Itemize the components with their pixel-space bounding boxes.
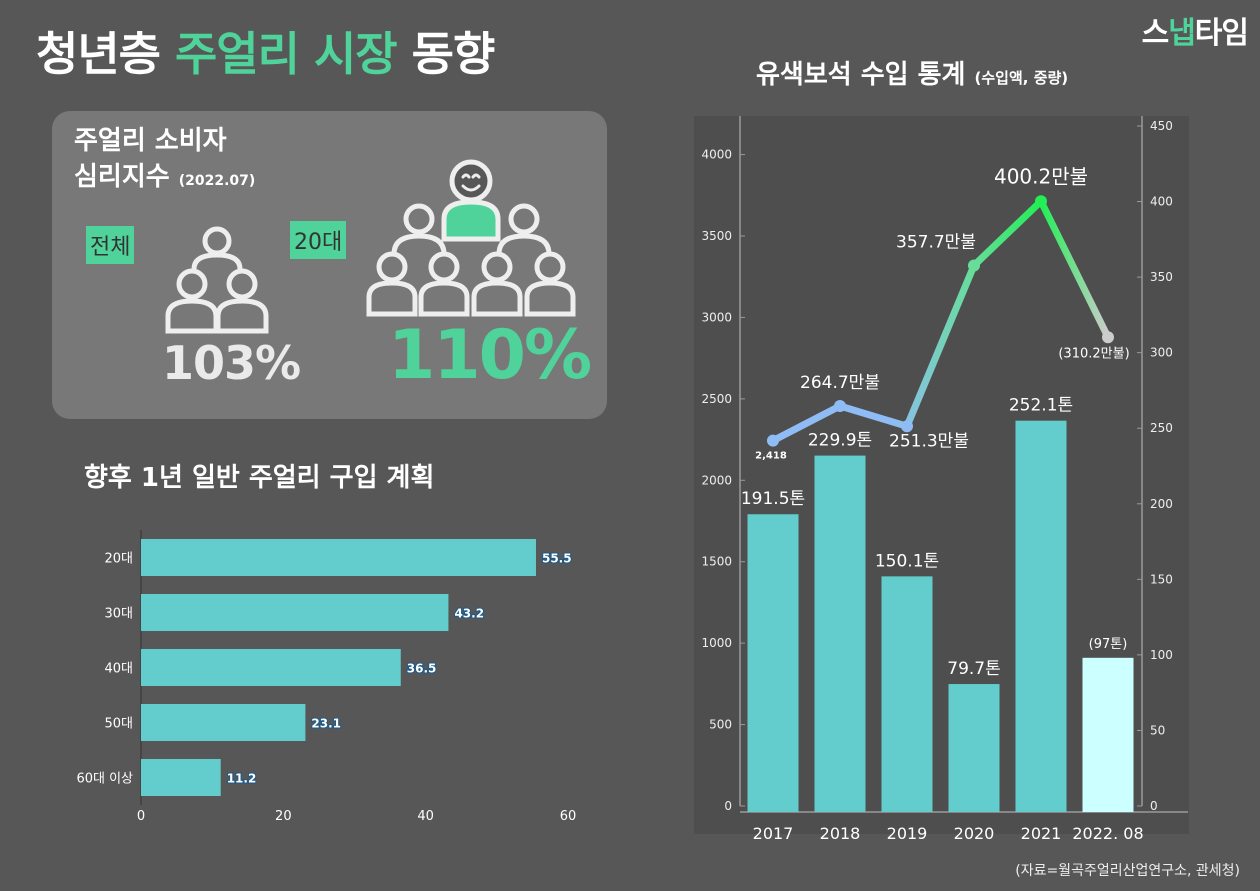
x-tick-label: 2021 [1021,824,1062,843]
x-tick-label: 60 [560,809,577,824]
x-tick-label: 0 [137,809,145,824]
category-label: 60대 이상 [76,772,133,787]
right-tick-label: 300 [1150,346,1173,360]
bar-value-label: 55.5 [542,552,572,566]
import-value-line [769,197,1112,445]
x-tick-label: 2020 [954,824,995,843]
weight-bar-label: 79.7톤 [947,659,1001,679]
weight-bar-label: (97톤) [1089,637,1128,652]
right-tick-label: 100 [1150,648,1173,662]
x-tick-label: 40 [417,809,434,824]
import-value-point [901,420,913,433]
category-label: 20대 [104,552,133,567]
group-of-three-icon [165,226,269,334]
category-label: 50대 [104,717,133,732]
title-highlight: 주얼리 시장 [174,27,398,81]
bar-value-label: 43.2 [454,607,484,621]
twenties-index-value: 110% [388,316,592,395]
import-value-label: 357.7만불 [896,232,976,252]
x-tick-label: 20 [275,809,292,824]
sentiment-panel: 주얼리 소비자 심리지수 (2022.07) 전체 20대 [52,111,607,419]
weight-bar [1015,420,1067,812]
bar-value-label: 11.2 [227,772,257,786]
bar [141,759,221,796]
weight-bar [948,684,1000,812]
import-value-label: 400.2만불 [994,164,1088,188]
all-index-value: 103% [162,336,301,390]
all-label: 전체 [86,226,135,264]
import-value-label: (310.2만불) [1058,346,1129,361]
bar [141,704,306,741]
import-value-point [1035,195,1047,208]
right-tick-label: 250 [1150,421,1173,435]
left-tick-label: 2000 [701,473,732,487]
weight-bar [1082,657,1134,812]
import-value-point [1102,331,1114,344]
sentiment-date: (2022.07) [178,173,256,189]
import-value-label: 251.3만불 [889,431,969,451]
weight-bar [814,455,866,812]
left-tick-label: 3500 [701,229,732,243]
page-title: 청년층 주얼리 시장 동향 [36,18,496,84]
purchase-plan-title: 향후 1년 일반 주얼리 구입 계획 [84,463,435,493]
weight-bar-label: 150.1톤 [875,551,939,571]
source-note: (자료=월곡주얼리산업연구소, 관세청) [1015,863,1240,879]
left-tick-label: 4000 [701,148,732,162]
weight-bar-label: 229.9톤 [808,431,872,451]
left-tick-label: 1500 [701,555,732,569]
import-stats-subtitle: (수입액, 중량) [974,69,1069,87]
import-value-label: 264.7만불 [800,373,880,393]
title-part1: 청년층 [36,27,175,81]
sentiment-title: 주얼리 소비자 심리지수 (2022.07) [74,126,256,192]
right-tick-label: 200 [1150,497,1173,511]
twenties-label: 20대 [290,221,347,259]
left-tick-label: 500 [709,718,732,732]
right-tick-label: 150 [1150,572,1173,586]
title-part2: 동향 [396,27,496,81]
bar [141,649,401,686]
bar-value-label: 23.1 [311,717,341,731]
import-value-point [767,434,779,447]
x-tick-label: 2019 [887,824,928,843]
right-tick-label: 350 [1150,270,1173,284]
brand-logo: 스냅타임 [1141,16,1249,51]
bar [141,594,449,631]
x-tick-label: 2017 [753,824,794,843]
import-value-point [834,400,846,413]
category-label: 40대 [104,662,133,677]
crowd-with-smiling-person-icon [366,159,576,317]
left-tick-label: 3000 [701,310,732,324]
weight-bar-label: 191.5톤 [741,489,805,509]
weight-bar [747,514,799,812]
category-label: 30대 [104,607,133,622]
x-tick-label: 2018 [820,824,861,843]
left-tick-label: 0 [724,799,732,813]
import-value-label: 2,418 [755,451,787,462]
weight-bar-label: 252.1톤 [1009,396,1073,416]
import-stats-chart: 0 500 1000 1500 2000 2500 3000 3500 4000 0 50 100 15… [694,116,1189,843]
purchase-plan-chart: 20대 55.5 30대 43.2 40대 36.5 50대 23.1 60대 이상 11.2 0 2… [76,530,577,824]
import-value-point [968,259,980,272]
bar-value-label: 36.5 [407,662,437,676]
right-tick-label: 0 [1150,799,1158,813]
right-tick-label: 50 [1150,723,1165,737]
import-stats-title: 유색보석 수입 통계 (수입액, 중량) [756,60,1069,90]
x-tick-label: 2022. 08 [1072,824,1143,843]
bar [141,539,536,576]
left-tick-label: 1000 [701,636,732,650]
weight-bar [881,576,933,812]
right-tick-label: 450 [1150,119,1173,133]
right-tick-label: 400 [1150,195,1173,209]
left-tick-label: 2500 [701,392,732,406]
